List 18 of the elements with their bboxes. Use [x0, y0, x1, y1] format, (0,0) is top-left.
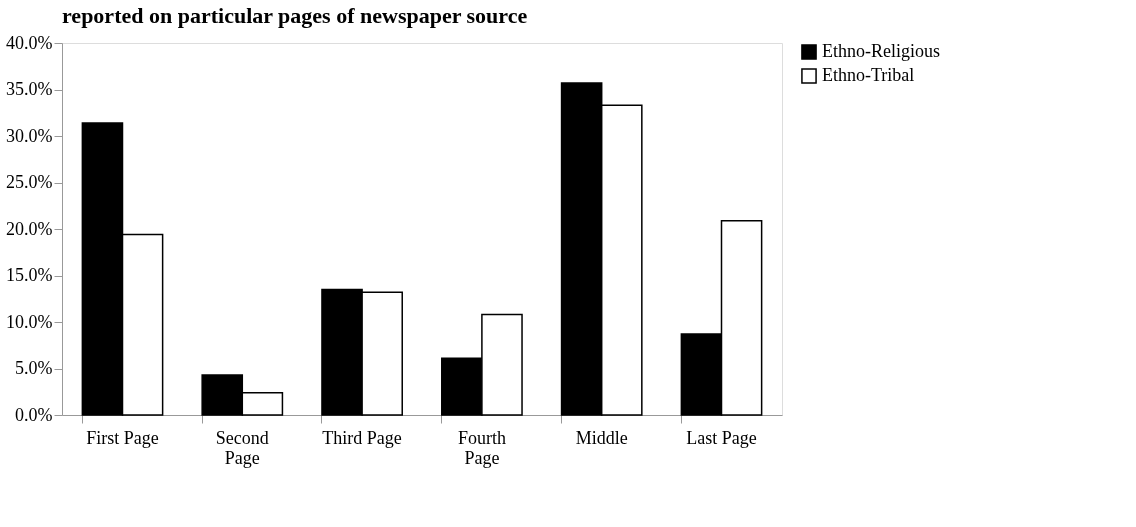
legend-label: Ethno-Religious	[822, 41, 940, 61]
chart-title: reported on particular pages of newspaper source	[62, 3, 528, 28]
y-tick-label: 15.0%	[6, 265, 53, 285]
x-tick-label: Second Page	[215, 427, 269, 468]
y-tick-label: 0.0%	[15, 404, 53, 425]
y-tick-label: 20.0%	[6, 218, 53, 239]
x-tick-label: Middle	[575, 427, 628, 448]
x-tick-label: Last Page	[686, 427, 757, 448]
x-tick-label: Fourth Page	[457, 427, 506, 468]
y-tick-label: 40.0%	[6, 32, 53, 53]
y-tick-label: 5.0%	[15, 358, 53, 378]
x-tick-label: Third Page	[322, 427, 402, 448]
y-tick-label: 30.0%	[6, 125, 53, 146]
y-tick-label: 10.0%	[6, 311, 53, 332]
y-tick-label: 25.0%	[6, 172, 53, 192]
x-tick-label: First Page	[86, 427, 159, 448]
y-tick-label: 35.0%	[6, 79, 53, 99]
legend-label: Ethno-Tribal	[822, 65, 915, 85]
